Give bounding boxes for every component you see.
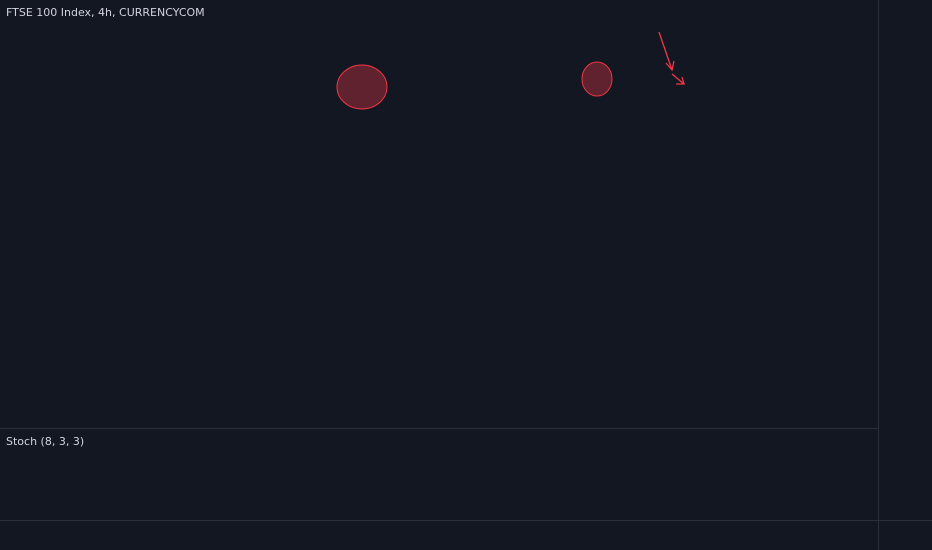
circle-drawing	[581, 61, 613, 97]
arrow-drawing	[671, 73, 685, 85]
legend: FTSE 100 Index, 4h, CURRENCYCOM Stoch (8…	[6, 6, 205, 448]
indicator-title: Stoch (8, 3, 3)	[6, 435, 84, 448]
circle-drawing	[336, 64, 388, 110]
arrow-drawing	[658, 31, 675, 72]
chart-title: FTSE 100 Index, 4h, CURRENCYCOM	[6, 6, 205, 19]
